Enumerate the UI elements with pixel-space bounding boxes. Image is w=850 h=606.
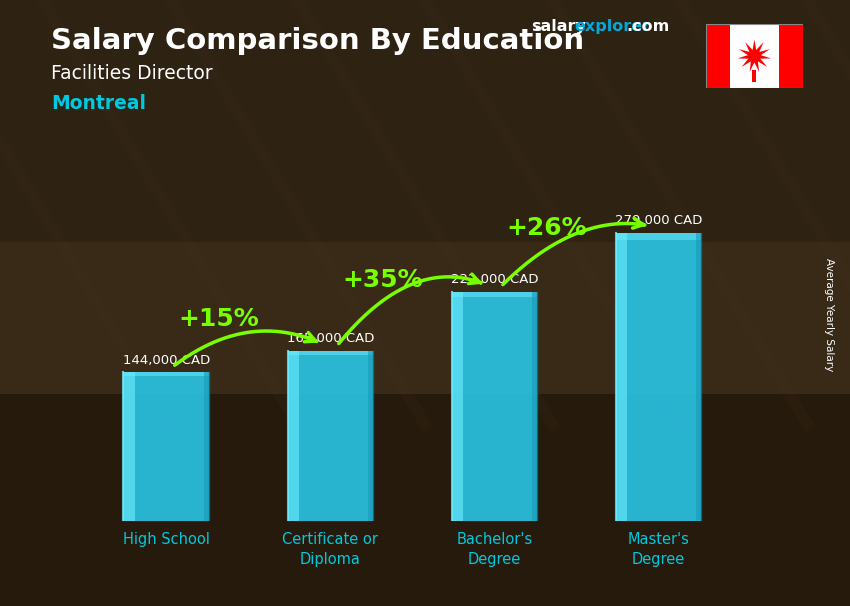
Polygon shape <box>738 39 771 72</box>
Bar <box>123 372 209 521</box>
Bar <box>451 291 537 298</box>
Text: 279,000 CAD: 279,000 CAD <box>615 215 702 227</box>
Bar <box>0 394 850 606</box>
Text: +26%: +26% <box>507 216 587 240</box>
Text: Salary Comparison By Education: Salary Comparison By Education <box>51 27 584 55</box>
Bar <box>287 351 298 521</box>
Bar <box>0 0 850 242</box>
Text: explorer: explorer <box>575 19 651 35</box>
Bar <box>752 70 756 82</box>
Text: .com: .com <box>626 19 670 35</box>
Bar <box>615 233 701 521</box>
Bar <box>706 24 730 88</box>
Bar <box>287 351 373 355</box>
Bar <box>615 233 626 521</box>
Bar <box>730 24 779 88</box>
Text: Facilities Director: Facilities Director <box>51 64 212 82</box>
Text: Average Yearly Salary: Average Yearly Salary <box>824 259 834 371</box>
Text: +15%: +15% <box>178 307 259 331</box>
Text: 165,000 CAD: 165,000 CAD <box>286 332 374 345</box>
Text: +35%: +35% <box>343 268 423 292</box>
Text: salary: salary <box>531 19 586 35</box>
Bar <box>615 233 701 240</box>
Bar <box>532 291 537 521</box>
Bar <box>204 372 209 521</box>
Bar <box>696 233 701 521</box>
Bar <box>779 24 803 88</box>
Bar <box>123 372 209 376</box>
Bar <box>451 291 462 521</box>
Text: Montreal: Montreal <box>51 94 146 113</box>
Bar <box>123 372 134 521</box>
Bar <box>368 351 373 521</box>
Text: 222,000 CAD: 222,000 CAD <box>450 273 538 287</box>
Bar <box>451 291 537 521</box>
Text: 144,000 CAD: 144,000 CAD <box>122 354 210 367</box>
Bar <box>287 351 373 521</box>
